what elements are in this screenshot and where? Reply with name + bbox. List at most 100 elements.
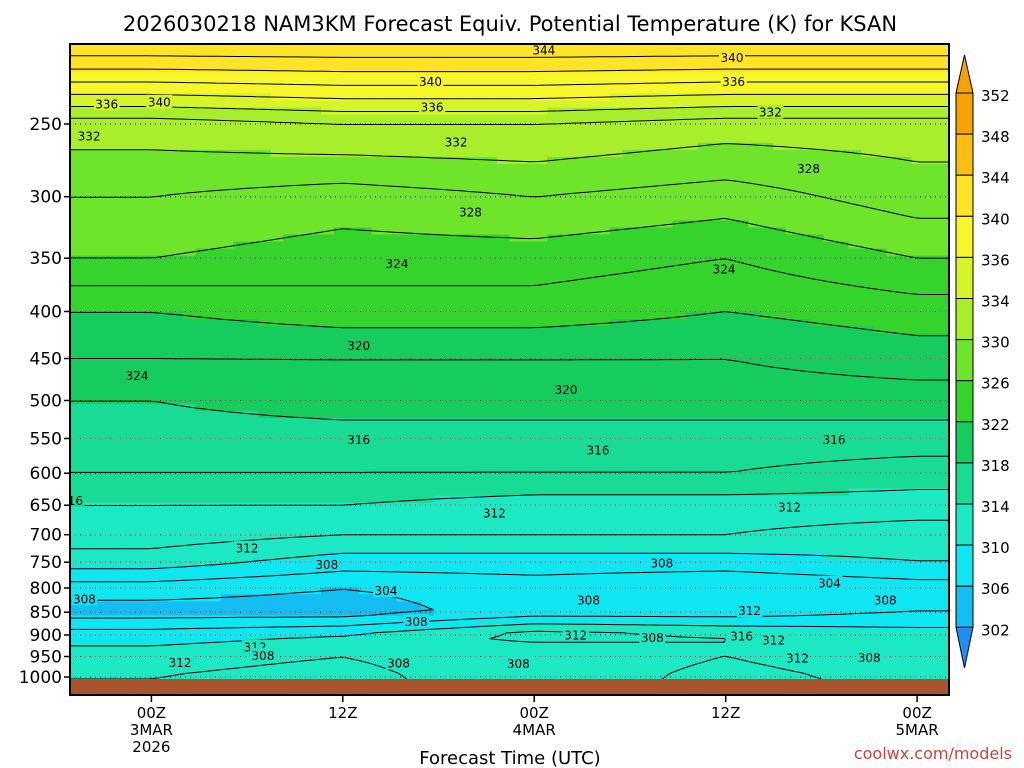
heatmap-cell xyxy=(898,523,912,532)
heatmap-cell xyxy=(911,298,925,306)
heatmap-cell xyxy=(597,72,611,80)
heatmap-cell xyxy=(170,460,184,468)
heatmap-cell xyxy=(773,319,787,327)
heatmap-cell xyxy=(471,79,485,87)
heatmap-cell xyxy=(484,100,498,109)
heatmap-cell xyxy=(886,347,900,356)
heatmap-cell xyxy=(308,432,322,440)
heatmap-cell xyxy=(635,206,649,214)
heatmap-cell xyxy=(220,121,234,130)
heatmap-cell xyxy=(697,163,712,172)
heatmap-cell xyxy=(810,410,825,419)
heatmap-cell xyxy=(697,326,712,334)
heatmap-cell xyxy=(835,368,850,377)
heatmap-cell xyxy=(308,135,322,144)
heatmap-cell xyxy=(371,163,385,172)
heatmap-cell xyxy=(459,375,473,384)
heatmap-cell xyxy=(333,206,347,214)
heatmap-cell xyxy=(848,255,862,264)
heatmap-cell xyxy=(145,481,159,490)
heatmap-cell xyxy=(559,474,573,483)
heatmap-cell xyxy=(233,199,247,207)
heatmap-cell xyxy=(559,453,573,461)
heatmap-cell xyxy=(660,333,674,341)
heatmap-cell xyxy=(258,474,272,483)
heatmap-cell xyxy=(572,255,586,264)
heatmap-cell xyxy=(886,283,900,292)
heatmap-cell xyxy=(660,474,674,483)
heatmap-cell xyxy=(572,403,586,412)
heatmap-cell xyxy=(245,382,259,391)
heatmap-cell xyxy=(748,298,762,306)
heatmap-cell xyxy=(471,333,485,341)
heatmap-cell xyxy=(220,100,234,109)
heatmap-cell xyxy=(635,439,649,447)
heatmap-cell xyxy=(321,389,335,398)
heatmap-cell xyxy=(157,396,172,405)
heatmap-cell xyxy=(296,220,310,229)
heatmap-cell xyxy=(559,58,573,66)
heatmap-cell xyxy=(722,453,737,461)
heatmap-cell xyxy=(459,234,473,243)
heatmap-cell xyxy=(936,86,949,94)
heatmap-cell xyxy=(70,474,84,483)
heatmap-cell xyxy=(823,502,837,511)
heatmap-cell xyxy=(157,425,172,433)
heatmap-cell xyxy=(609,305,624,313)
heatmap-cell xyxy=(333,516,347,525)
heatmap-cell xyxy=(810,453,825,461)
heatmap-cell xyxy=(609,156,624,165)
heatmap-cell xyxy=(923,107,938,116)
heatmap-cell xyxy=(409,523,423,532)
heatmap-cell xyxy=(283,509,297,518)
heatmap-cell xyxy=(572,460,586,468)
heatmap-cell xyxy=(183,425,197,433)
heatmap-cell xyxy=(245,107,259,116)
heatmap-cell xyxy=(120,135,134,144)
heatmap-cell xyxy=(735,262,749,271)
heatmap-cell xyxy=(748,326,762,334)
heatmap-cell xyxy=(220,347,234,356)
heatmap-cell xyxy=(936,93,949,102)
heatmap-cell xyxy=(95,276,109,285)
heatmap-cell xyxy=(509,368,523,377)
heatmap-cell xyxy=(785,213,799,221)
heatmap-cell xyxy=(233,51,247,59)
heatmap-cell xyxy=(358,199,372,207)
heatmap-cell xyxy=(496,305,511,313)
heatmap-cell xyxy=(597,199,611,207)
heatmap-cell xyxy=(371,156,385,165)
heatmap-cell xyxy=(233,290,247,299)
heatmap-cell xyxy=(710,467,724,475)
heatmap-cell xyxy=(132,156,146,165)
heatmap-cell xyxy=(785,446,799,454)
heatmap-cell xyxy=(446,206,460,214)
heatmap-cell xyxy=(898,305,912,313)
heatmap-cell xyxy=(697,227,712,236)
heatmap-cell xyxy=(383,58,398,66)
heatmap-cell xyxy=(296,65,310,73)
heatmap-cell xyxy=(635,446,649,454)
heatmap-cell xyxy=(547,199,561,207)
heatmap-cell xyxy=(208,544,222,553)
heatmap-cell xyxy=(70,248,84,257)
heatmap-cell xyxy=(622,305,636,313)
heatmap-cell xyxy=(396,375,410,384)
heatmap-cell xyxy=(233,375,247,384)
heatmap-cell xyxy=(547,502,561,511)
heatmap-cell xyxy=(672,312,686,320)
heatmap-cell xyxy=(409,93,423,102)
heatmap-cell xyxy=(383,495,398,504)
heatmap-cell xyxy=(936,241,949,250)
heatmap-cell xyxy=(208,135,222,144)
heatmap-cell xyxy=(509,347,523,356)
heatmap-cell xyxy=(697,290,712,299)
heatmap-cell xyxy=(496,276,511,285)
heatmap-cell xyxy=(509,192,523,200)
heatmap-cell xyxy=(358,72,372,80)
heatmap-cell xyxy=(308,107,322,116)
heatmap-cell xyxy=(697,121,712,130)
heatmap-cell xyxy=(383,403,398,412)
heatmap-cell xyxy=(886,389,900,398)
heatmap-cell xyxy=(132,305,146,313)
